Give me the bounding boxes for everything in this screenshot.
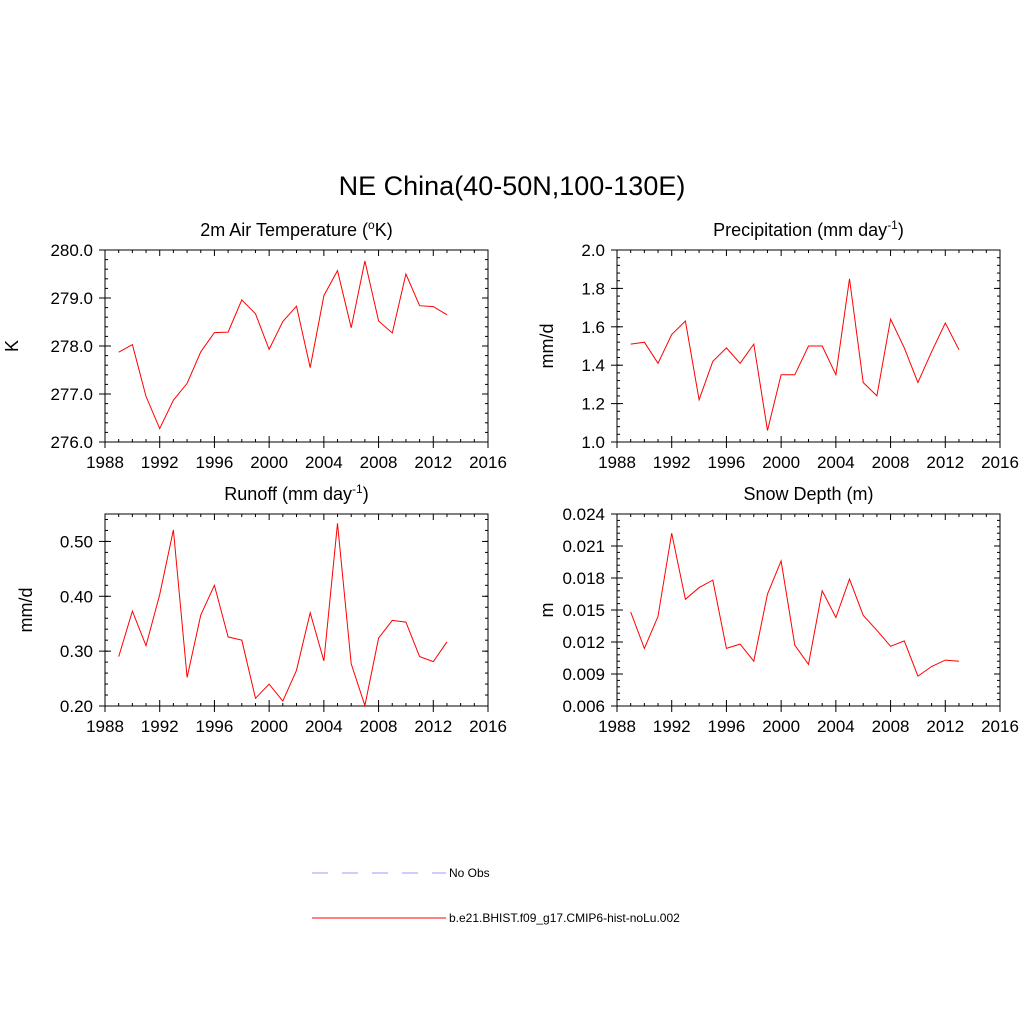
x-tick-label: 1992 (653, 717, 691, 736)
panel-title: Precipitation (mm day-1) (713, 218, 904, 240)
x-tick-label: 1992 (141, 717, 179, 736)
y-tick-label: 0.009 (562, 665, 605, 684)
x-tick-label: 2000 (250, 717, 288, 736)
x-tick-label: 2004 (817, 717, 855, 736)
x-tick-label: 2004 (305, 453, 343, 472)
y-tick-label: 0.021 (562, 537, 605, 556)
page-title: NE China(40-50N,100-130E) (338, 171, 686, 201)
y-axis-label: mm/d (16, 588, 36, 633)
x-tick-label: 2016 (981, 717, 1019, 736)
x-tick-label: 1996 (196, 717, 234, 736)
y-tick-label: 1.4 (581, 356, 605, 375)
y-axis-label: K (2, 340, 22, 352)
plot-frame (616, 513, 1001, 707)
panel-4: 1988 1992 1996 2000 2004 2008 2012 2016 0.006 0.0… (537, 484, 1019, 736)
y-tick-label: 279.0 (50, 289, 93, 308)
y-axis-label: mm/d (537, 324, 557, 369)
x-tick-label: 2008 (360, 453, 398, 472)
x-tick-label: 2012 (926, 717, 964, 736)
legend-label: No Obs (449, 866, 490, 880)
x-tick-label: 1992 (653, 453, 691, 472)
y-tick-label: 1.2 (581, 395, 605, 414)
y-tick-label: 1.6 (581, 318, 605, 337)
panel-1: 1988 1992 1996 2000 2004 2008 2012 2016 276.0 277… (2, 218, 507, 472)
x-tick-label: 1988 (86, 453, 124, 472)
x-tick-label: 1992 (141, 453, 179, 472)
x-tick-label: 2004 (817, 453, 855, 472)
x-tick-label: 2008 (872, 717, 910, 736)
x-tick-label: 2000 (762, 717, 800, 736)
x-tick-label: 1996 (196, 453, 234, 472)
y-tick-label: 0.015 (562, 601, 605, 620)
x-tick-label: 2012 (414, 453, 452, 472)
x-tick-label: 1996 (708, 453, 746, 472)
y-tick-label: 0.30 (60, 642, 93, 661)
y-tick-label: 277.0 (50, 385, 93, 404)
y-tick-label: 0.20 (60, 697, 93, 716)
panel-2: 1988 1992 1996 2000 2004 2008 2012 2016 1.0 1.2 1.… (537, 218, 1019, 472)
plot-frame (104, 249, 489, 443)
legend: No Obs b.e21.BHIST.f09_g17.CMIP6-hist-noL… (312, 866, 680, 925)
y-tick-label: 280.0 (50, 241, 93, 260)
x-tick-label: 2000 (250, 453, 288, 472)
y-tick-label: 278.0 (50, 337, 93, 356)
y-tick-label: 0.018 (562, 569, 605, 588)
x-tick-label: 2008 (872, 453, 910, 472)
series-line (630, 278, 960, 431)
y-tick-label: 0.40 (60, 587, 93, 606)
x-tick-label: 2008 (360, 717, 398, 736)
y-tick-label: 0.024 (562, 505, 605, 524)
x-tick-label: 2004 (305, 717, 343, 736)
legend-label: b.e21.BHIST.f09_g17.CMIP6-hist-noLu.002 (449, 911, 680, 925)
y-tick-label: 0.50 (60, 532, 93, 551)
x-tick-label: 1988 (86, 717, 124, 736)
y-axis-label: m (537, 603, 557, 618)
panel-title: Runoff (mm day-1) (224, 482, 368, 504)
series-line (118, 260, 448, 430)
y-tick-label: 1.0 (581, 433, 605, 452)
x-tick-label: 1996 (708, 717, 746, 736)
x-tick-label: 2012 (926, 453, 964, 472)
panel-title: 2m Air Temperature (oK) (200, 218, 392, 240)
x-tick-label: 2016 (469, 717, 507, 736)
x-tick-label: 1988 (598, 453, 636, 472)
x-tick-label: 2016 (469, 453, 507, 472)
panel-title: Snow Depth (m) (743, 484, 873, 504)
y-tick-label: 276.0 (50, 433, 93, 452)
series-line (630, 533, 960, 677)
y-tick-label: 0.012 (562, 633, 605, 652)
x-tick-label: 2000 (762, 453, 800, 472)
y-tick-label: 1.8 (581, 279, 605, 298)
plot-frame (104, 513, 489, 707)
x-tick-label: 1988 (598, 717, 636, 736)
y-tick-label: 2.0 (581, 241, 605, 260)
panel-3: 1988 1992 1996 2000 2004 2008 2012 2016 0.20 0.30… (16, 482, 507, 736)
y-tick-label: 0.006 (562, 697, 605, 716)
series-line (118, 523, 448, 708)
x-tick-label: 2012 (414, 717, 452, 736)
x-tick-label: 2016 (981, 453, 1019, 472)
